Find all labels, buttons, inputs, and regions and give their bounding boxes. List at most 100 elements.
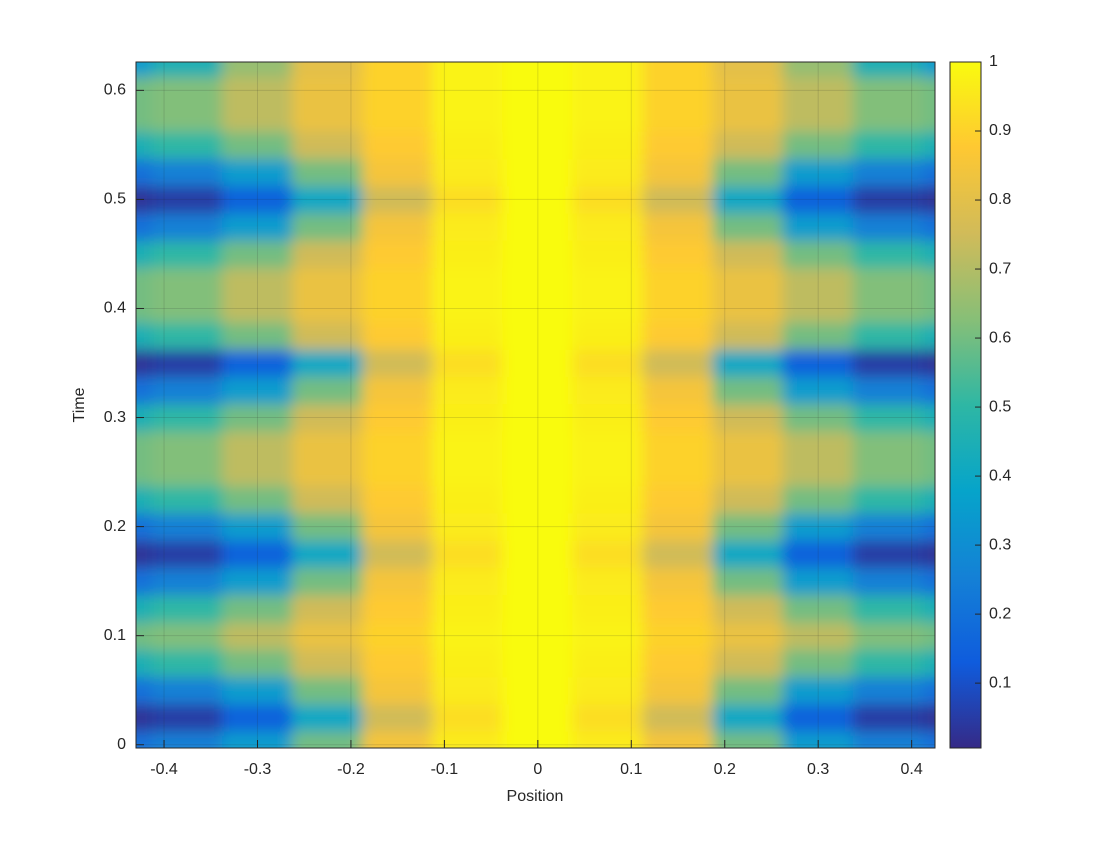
colorbar-tick-label: 0.5 xyxy=(989,398,1011,415)
heatmap-cell xyxy=(572,158,644,187)
heatmap-cell xyxy=(136,267,153,296)
heatmap-cell xyxy=(642,103,714,132)
heatmap-cell xyxy=(712,430,784,459)
heatmap-cell xyxy=(292,76,364,105)
heatmap-cell xyxy=(151,212,223,241)
heatmap-cell xyxy=(782,676,854,705)
heatmap-cell xyxy=(782,321,854,350)
heatmap-cell xyxy=(432,158,504,187)
heatmap-cell xyxy=(362,103,434,132)
heatmap-cell xyxy=(151,676,223,705)
heatmap-cell xyxy=(572,512,644,541)
heatmap-cell xyxy=(642,430,714,459)
heatmap-cell xyxy=(712,512,784,541)
heatmap-cell xyxy=(572,376,644,405)
heatmap-cell xyxy=(362,730,434,748)
heatmap-cell xyxy=(922,185,935,214)
heatmap-cell xyxy=(221,594,294,623)
heatmap-cell xyxy=(362,594,434,623)
heatmap-cell xyxy=(502,457,574,487)
heatmap-cell xyxy=(642,239,714,269)
heatmap-cell xyxy=(502,539,574,569)
heatmap-cell xyxy=(712,730,784,748)
heatmap-cell xyxy=(712,457,784,487)
heatmap-cell xyxy=(712,648,784,678)
heatmap-cell xyxy=(221,321,294,350)
heatmap-cell xyxy=(432,76,504,105)
heatmap-cell xyxy=(292,730,364,748)
heatmap-cell xyxy=(502,130,574,160)
heatmap-cell xyxy=(221,62,294,78)
heatmap-cell xyxy=(432,539,504,569)
heatmap-cell xyxy=(221,676,294,705)
heatmap-cell xyxy=(572,239,644,269)
heatmap-cell xyxy=(502,485,574,514)
heatmap-cell xyxy=(292,321,364,350)
heatmap-cell xyxy=(572,457,644,487)
x-tick-label: -0.4 xyxy=(150,761,178,778)
heatmap-cell xyxy=(502,376,574,405)
heatmap-cell xyxy=(712,239,784,269)
heatmap-cell xyxy=(782,103,854,132)
heatmap xyxy=(136,62,935,748)
heatmap-cell xyxy=(852,457,924,487)
heatmap-cell xyxy=(642,621,714,650)
heatmap-cell xyxy=(221,567,294,596)
heatmap-cell xyxy=(712,539,784,569)
heatmap-cell xyxy=(782,76,854,105)
heatmap-cell xyxy=(852,76,924,105)
heatmap-cell xyxy=(712,130,784,160)
heatmap-cell xyxy=(852,648,924,678)
heatmap-cell xyxy=(151,76,223,105)
heatmap-cell xyxy=(572,567,644,596)
colorbar-tick-label: 0.6 xyxy=(989,329,1011,346)
heatmap-cell xyxy=(432,267,504,296)
heatmap-cell xyxy=(151,62,223,78)
heatmap-cell xyxy=(151,621,223,650)
heatmap-cell xyxy=(151,457,223,487)
heatmap-cell xyxy=(362,539,434,569)
heatmap-cell xyxy=(136,212,153,241)
heatmap-cell xyxy=(221,457,294,487)
heatmap-cell xyxy=(642,376,714,405)
heatmap-cell xyxy=(136,703,153,732)
y-tick-label: 0.5 xyxy=(104,191,126,208)
heatmap-cell xyxy=(292,158,364,187)
heatmap-cell xyxy=(572,321,644,350)
heatmap-cell xyxy=(782,267,854,296)
heatmap-cell xyxy=(782,730,854,748)
heatmap-cell xyxy=(362,62,434,78)
heatmap-cell xyxy=(852,267,924,296)
heatmap-cell xyxy=(136,321,153,350)
heatmap-cell xyxy=(432,62,504,78)
heatmap-cell xyxy=(782,348,854,378)
heatmap-cell xyxy=(642,567,714,596)
heatmap-cell xyxy=(782,457,854,487)
heatmap-cell xyxy=(136,594,153,623)
heatmap-cell xyxy=(136,158,153,187)
heatmap-cell xyxy=(502,267,574,296)
heatmap-cell xyxy=(151,321,223,350)
heatmap-cell xyxy=(221,76,294,105)
heatmap-cell xyxy=(712,103,784,132)
heatmap-cell xyxy=(712,158,784,187)
heatmap-cell xyxy=(432,567,504,596)
heatmap-cell xyxy=(502,103,574,132)
heatmap-cell xyxy=(502,348,574,378)
heatmap-cell xyxy=(922,239,935,269)
heatmap-cell xyxy=(712,212,784,241)
colorbar-tick-label: 0.4 xyxy=(989,467,1011,484)
heatmap-cell xyxy=(221,103,294,132)
heatmap-cell xyxy=(292,512,364,541)
grid xyxy=(136,62,935,748)
heatmap-cell xyxy=(136,457,153,487)
heatmap-cell xyxy=(502,403,574,432)
heatmap-cell xyxy=(292,212,364,241)
heatmap-cell xyxy=(572,430,644,459)
heatmap-cell xyxy=(136,103,153,132)
heatmap-cell xyxy=(852,103,924,132)
heatmap-cell xyxy=(432,512,504,541)
heatmap-cell xyxy=(151,294,223,323)
heatmap-cell xyxy=(782,648,854,678)
